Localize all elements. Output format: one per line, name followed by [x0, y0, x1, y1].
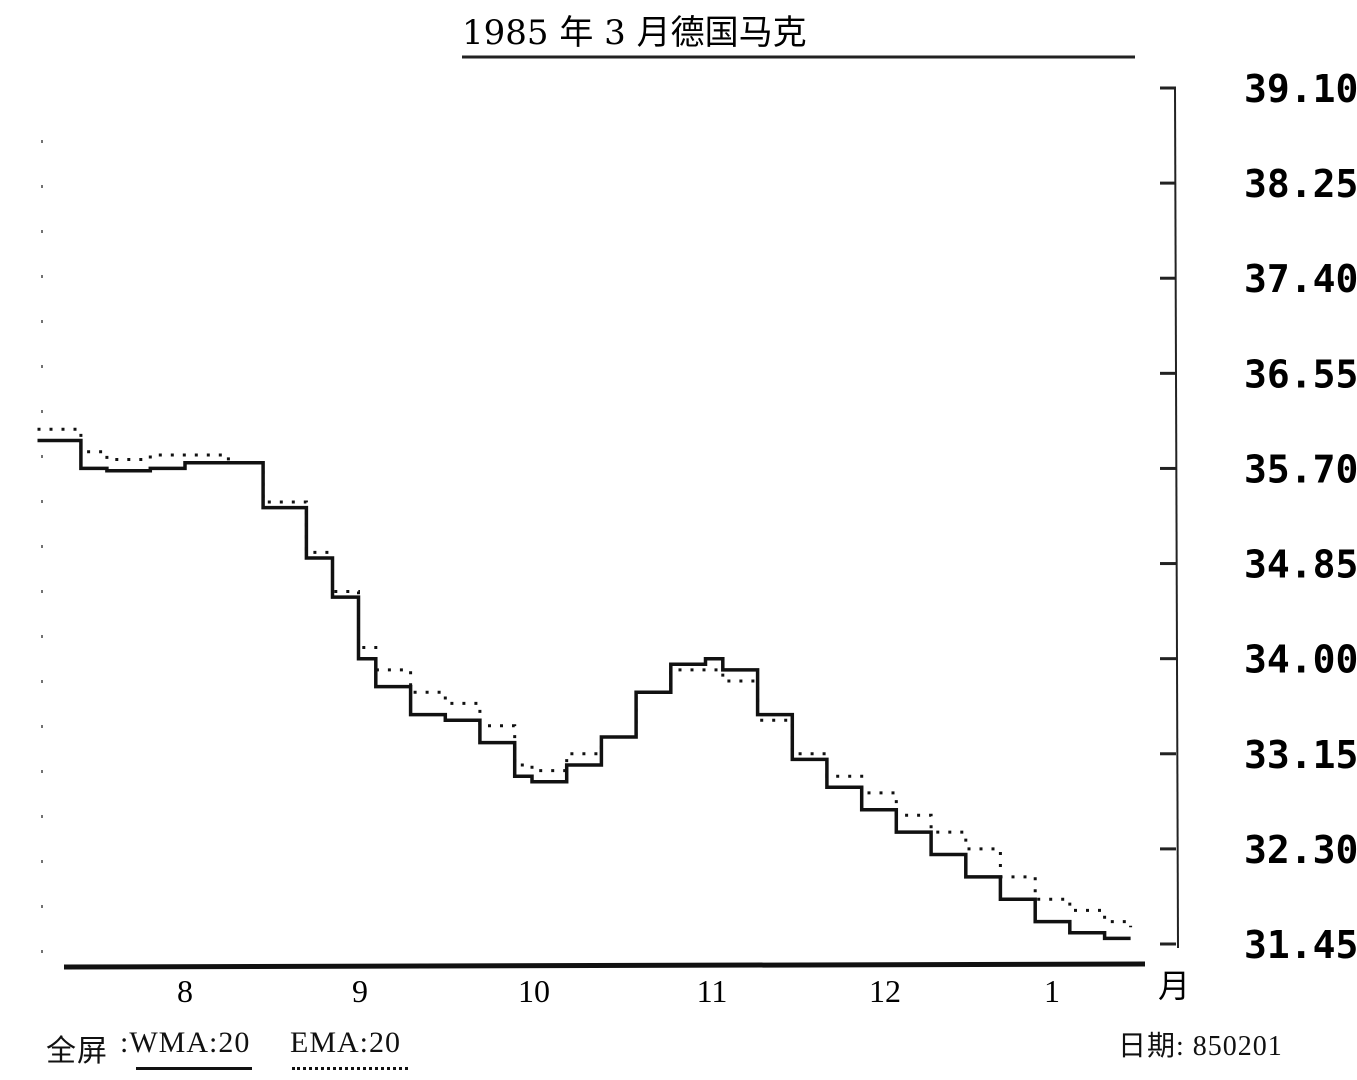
x-unit-label: 月 — [1158, 968, 1190, 1004]
legend-wma-swatch — [136, 1067, 252, 1070]
y-tick-label: 32.30 — [1244, 828, 1357, 872]
y-tick-label: 31.45 — [1244, 923, 1357, 967]
series-lines — [37, 427, 1133, 941]
series-line-ema — [37, 427, 1133, 928]
y-tick-label: 38.25 — [1244, 162, 1357, 206]
y-tick-label: 35.70 — [1244, 447, 1357, 491]
chart-title: 1985 年 3 月德国马克 — [462, 13, 807, 53]
y-tick-marks — [1160, 86, 1176, 946]
x-tick-labels: 8 9 10 11 12 1 — [177, 973, 1060, 1009]
x-tick-label: 10 — [518, 973, 550, 1009]
y-tick-label: 34.00 — [1244, 638, 1357, 682]
y-tick-label: 33.15 — [1244, 733, 1357, 777]
y-tick-label: 37.40 — [1244, 257, 1357, 301]
y-tick-label: 39.10 — [1244, 67, 1357, 111]
y-tick-label: 36.55 — [1244, 352, 1357, 396]
x-axis — [63, 961, 1146, 970]
legend-ema: EMA:20 — [290, 1026, 401, 1059]
x-tick-label: 8 — [177, 973, 193, 1009]
legend-wma: :WMA:20 — [120, 1026, 251, 1059]
x-tick-label: 11 — [697, 973, 728, 1009]
x-tick-label: 12 — [869, 973, 901, 1009]
x-tick-label: 9 — [352, 973, 368, 1009]
legend-prefix: 全屏 — [46, 1035, 108, 1068]
date-label: 日期: 850201 — [1118, 1031, 1283, 1062]
series-line-wma — [37, 438, 1131, 941]
y-tick-label: 34.85 — [1244, 543, 1357, 587]
legend-ema-swatch — [292, 1067, 408, 1070]
y-axis-right — [1174, 87, 1179, 949]
x-tick-label: 1 — [1044, 973, 1060, 1009]
y-tick-labels: 39.10 38.25 37.40 36.55 35.70 34.85 34.00 33.15… — [1244, 67, 1357, 967]
